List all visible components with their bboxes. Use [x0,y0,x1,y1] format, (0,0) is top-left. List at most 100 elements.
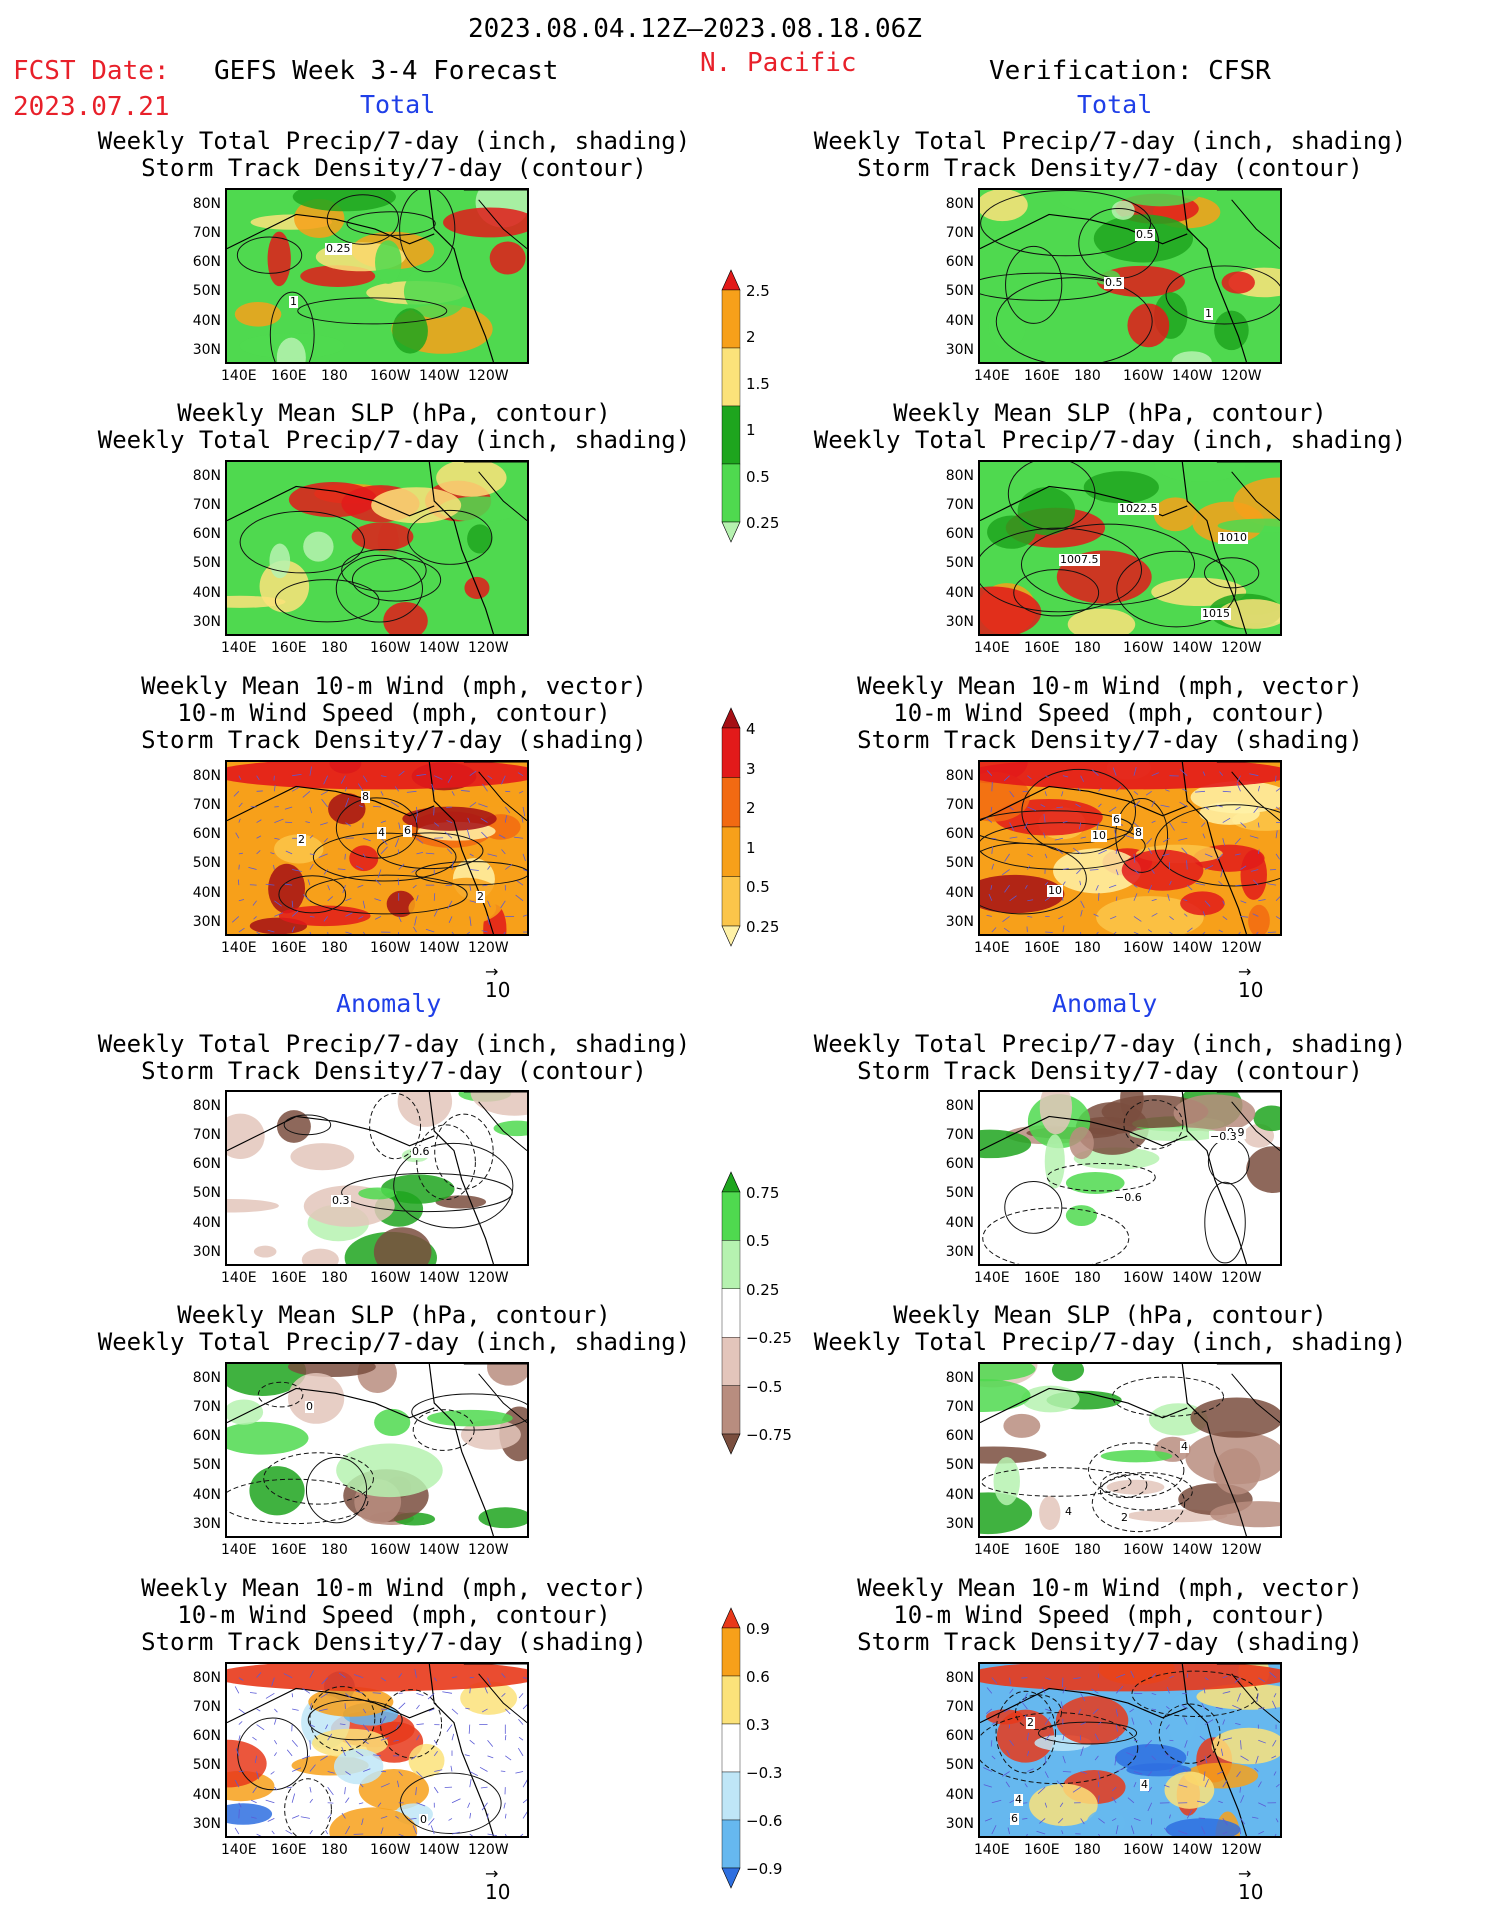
lon-tick-label: 120W [1221,640,1262,656]
lat-tick-label: 50N [192,555,221,571]
contour-label: −0.3 [1209,1130,1238,1143]
lon-tick-label: 140E [974,640,1010,656]
precip-map: 1 0.25 [225,188,529,364]
panel-title-line: Weekly Total Precip/7-day (inch, shading… [813,426,1407,454]
lon-tick-label: 140W [419,940,460,956]
panel-title: Weekly Mean SLP (hPa, contour) Weekly Tot… [54,1302,734,1356]
lat-tick-label: 30N [192,1244,221,1260]
period-title: 2023.08.04.12Z–2023.08.18.06Z [468,14,922,44]
lon-tick-label: 140W [419,1842,460,1858]
wind-storm-map: 2 2 4 6 8 [225,760,529,936]
product-title: GEFS Week 3-4 Forecast [214,56,559,86]
colorbar-total-precip: 2.5 2 1.5 1 0.5 0.25 [721,269,802,543]
lat-tick-label: 60N [945,1156,974,1172]
lat-tick-label: 30N [192,614,221,630]
lat-tick-label: 40N [945,1487,974,1503]
panel-title-line: Storm Track Density/7-day (contour) [141,1057,647,1085]
vector-arrow-icon: → [1238,962,1252,981]
contour-label: 1 [289,295,298,308]
lat-tick-label: 80N [192,468,221,484]
lon-tick-label: 160W [1123,1270,1164,1286]
lat-tick-label: 50N [945,855,974,871]
colorbar-label: −0.75 [746,1426,792,1444]
lon-tick-label: 180 [1074,940,1101,956]
lon-tick-label: 160W [370,640,411,656]
lat-tick-label: 50N [192,855,221,871]
lat-tick-label: 30N [192,342,221,358]
panel-title: Weekly Total Precip/7-day (inch, shading… [770,128,1450,182]
colorbar-label: 0.25 [746,918,780,936]
panel-title-line: Storm Track Density/7-day (shading) [141,1628,647,1656]
panel-title: Weekly Mean 10-m Wind (mph, vector) 10-m … [770,673,1450,754]
contour-label: 0 [419,1813,428,1826]
fcst-date-value: 2023.07.21 [13,92,170,122]
lat-tick-label: 70N [192,797,221,813]
contour-label: 1010 [1218,531,1248,544]
contour-label: 2 [297,833,306,846]
panel-title-line: Weekly Total Precip/7-day (inch, shading… [813,127,1407,155]
lat-tick-label: 40N [945,1215,974,1231]
lon-tick-label: 180 [1074,1542,1101,1558]
contour-label: 8 [361,790,370,803]
lon-tick-label: 160E [1024,1270,1060,1286]
lon-tick-label: 160W [1123,1542,1164,1558]
colorbar-label: 0.5 [746,468,770,486]
colorbar-label: 4 [746,720,756,738]
lat-tick-label: 30N [945,1516,974,1532]
contour-label: 4 [377,826,386,839]
lon-tick-label: 160E [1024,640,1060,656]
contour-label: 2 [1026,1716,1035,1729]
lon-tick-label: 160W [1123,640,1164,656]
lat-tick-label: 80N [945,1370,974,1386]
vector-reference-value: 10 [1238,1880,1264,1904]
lat-tick-label: 80N [945,768,974,784]
panel-title-line: Storm Track Density/7-day (shading) [857,1628,1363,1656]
wind-storm-map: 0 [225,1662,529,1838]
section-total-left: Total [360,90,436,119]
lat-tick-label: 40N [945,1787,974,1803]
contour-label: 0.25 [325,242,352,255]
panel-title-line: 10-m Wind Speed (mph, contour) [893,699,1327,727]
contour-label: 0 [305,1400,314,1413]
lat-tick-label: 70N [945,797,974,813]
vector-reference: → 10 [485,962,510,1003]
panel-title-line: 10-m Wind Speed (mph, contour) [893,1601,1327,1629]
lat-tick-label: 60N [945,254,974,270]
lon-tick-label: 120W [468,1542,509,1558]
precip-map [225,460,529,636]
fcst-date-label: FCST Date: [13,56,170,86]
colorbar-label: 0.9 [746,1620,770,1638]
lat-tick-label: 40N [945,313,974,329]
panel-title: Weekly Total Precip/7-day (inch, shading… [54,128,734,182]
lon-tick-label: 160E [1024,1542,1060,1558]
lat-tick-label: 30N [945,1244,974,1260]
lon-tick-label: 120W [1221,368,1262,384]
vector-arrow-icon: → [485,962,499,981]
lat-tick-label: 80N [192,768,221,784]
lat-tick-label: 50N [945,555,974,571]
contour-label: 10 [1047,884,1063,897]
precip-map: 0 [225,1362,529,1538]
lat-tick-label: 60N [192,1156,221,1172]
lon-tick-label: 140E [974,1270,1010,1286]
colorbar-label: 0.5 [746,878,770,896]
colorbar-label: 0.25 [746,514,780,532]
vector-arrow-icon: → [1238,1864,1252,1883]
lon-tick-label: 160E [1024,1842,1060,1858]
contour-label: 1022.5 [1118,502,1159,515]
colorbar-label: −0.5 [746,1378,783,1396]
region-title: N. Pacific [700,48,857,78]
lon-tick-label: 180 [321,1270,348,1286]
lon-tick-label: 180 [1074,1842,1101,1858]
lon-tick-label: 120W [468,940,509,956]
lon-tick-label: 160W [370,1842,411,1858]
lon-tick-label: 140W [1172,368,1213,384]
precip-map: 0.9−0.3−0.6 [978,1090,1282,1266]
precip-map: 1010 1007.5 1015 1022.5 [978,460,1282,636]
lon-tick-label: 120W [468,1270,509,1286]
lat-tick-label: 60N [945,1428,974,1444]
lon-tick-label: 180 [1074,1270,1101,1286]
colorbar-total-storm-density: 4 3 2 1 0.5 0.25 [721,707,802,947]
panel-title: Weekly Mean 10-m Wind (mph, vector) 10-m … [54,1575,734,1656]
lat-tick-label: 40N [192,885,221,901]
